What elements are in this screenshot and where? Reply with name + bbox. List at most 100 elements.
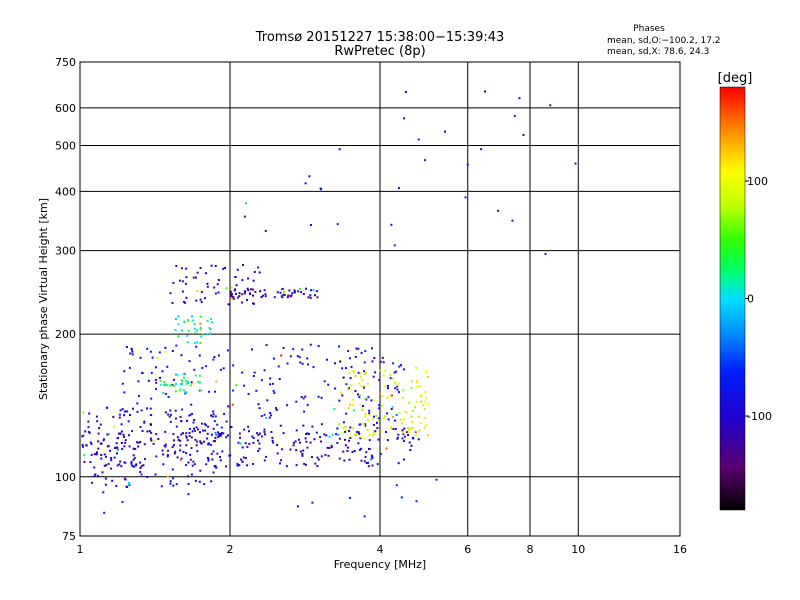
data-point <box>167 413 170 416</box>
data-point <box>217 291 220 294</box>
data-point <box>91 481 94 484</box>
data-point <box>305 463 307 466</box>
data-point <box>230 295 233 297</box>
data-point <box>425 371 428 374</box>
data-point <box>394 428 397 430</box>
data-point <box>241 279 244 282</box>
data-point <box>341 432 344 435</box>
data-point <box>172 378 175 381</box>
data-point <box>210 480 213 483</box>
y-tick-label: 750 <box>55 56 76 69</box>
data-point <box>214 440 216 443</box>
data-point <box>398 187 400 190</box>
data-point <box>247 289 250 292</box>
data-point <box>364 397 367 400</box>
data-point <box>194 331 197 334</box>
data-point <box>202 429 205 432</box>
y-tick-label: 500 <box>55 139 76 152</box>
data-point <box>144 458 146 461</box>
data-point <box>407 431 410 434</box>
data-point <box>480 148 483 151</box>
data-point <box>358 423 361 426</box>
data-point <box>169 420 172 423</box>
data-point <box>124 410 126 413</box>
data-point <box>110 457 113 460</box>
data-point <box>231 403 234 406</box>
data-point <box>105 455 107 458</box>
data-point <box>205 463 208 466</box>
data-point <box>173 452 176 455</box>
x-axis-label: Frequency [MHz] <box>334 558 426 571</box>
data-point <box>169 292 172 295</box>
data-point <box>295 429 298 432</box>
data-point <box>178 279 181 282</box>
data-point <box>232 295 235 298</box>
data-point <box>172 477 175 480</box>
data-point <box>282 293 285 296</box>
data-point <box>174 318 177 320</box>
data-point <box>244 457 247 460</box>
data-point <box>174 450 177 453</box>
data-point <box>391 405 394 408</box>
data-point <box>164 443 167 446</box>
data-point <box>411 420 413 423</box>
data-point <box>426 434 429 437</box>
data-point <box>352 427 355 430</box>
data-point <box>320 396 323 399</box>
data-point <box>484 90 486 93</box>
data-point <box>227 405 230 408</box>
data-point <box>315 431 318 434</box>
data-point <box>323 380 326 383</box>
data-point <box>238 292 241 295</box>
data-point <box>282 346 285 349</box>
data-point <box>257 403 260 406</box>
data-point <box>272 389 275 392</box>
data-point <box>154 473 157 476</box>
data-point <box>97 447 100 450</box>
data-point <box>164 346 167 349</box>
data-point <box>357 371 360 374</box>
chart-title: Tromsø 20151227 15:38:00−15:39:43 <box>255 30 505 45</box>
data-point <box>288 289 291 292</box>
data-point <box>191 412 194 415</box>
data-point <box>273 357 275 360</box>
data-point <box>115 446 118 449</box>
data-point <box>243 290 246 293</box>
data-point <box>396 384 399 387</box>
data-point <box>425 424 428 427</box>
data-point <box>420 394 423 397</box>
data-point <box>299 361 302 364</box>
data-point <box>298 356 301 359</box>
data-point <box>358 382 361 385</box>
data-point <box>185 452 188 454</box>
data-point <box>204 297 206 300</box>
data-point <box>311 501 314 504</box>
data-point <box>382 361 385 364</box>
data-point <box>302 449 305 452</box>
data-point <box>181 290 184 293</box>
data-point <box>335 433 338 436</box>
data-point <box>414 431 417 434</box>
data-point <box>141 430 144 432</box>
data-point <box>309 296 312 299</box>
data-point <box>183 320 186 323</box>
data-point <box>403 418 406 421</box>
data-point <box>366 382 369 385</box>
data-point <box>363 361 366 364</box>
data-point <box>435 478 438 481</box>
data-point <box>273 296 276 299</box>
data-point <box>270 414 273 417</box>
data-point <box>424 159 426 162</box>
data-point <box>184 391 187 393</box>
colorbar-tick-label: -100 <box>747 410 772 423</box>
data-point <box>292 444 295 447</box>
data-point <box>120 465 123 468</box>
data-point <box>243 384 246 387</box>
data-point <box>268 416 271 419</box>
data-point <box>185 296 188 299</box>
data-point <box>214 432 217 435</box>
data-point <box>136 402 139 405</box>
data-point <box>336 223 339 226</box>
data-point <box>279 291 282 294</box>
data-point <box>214 390 216 393</box>
